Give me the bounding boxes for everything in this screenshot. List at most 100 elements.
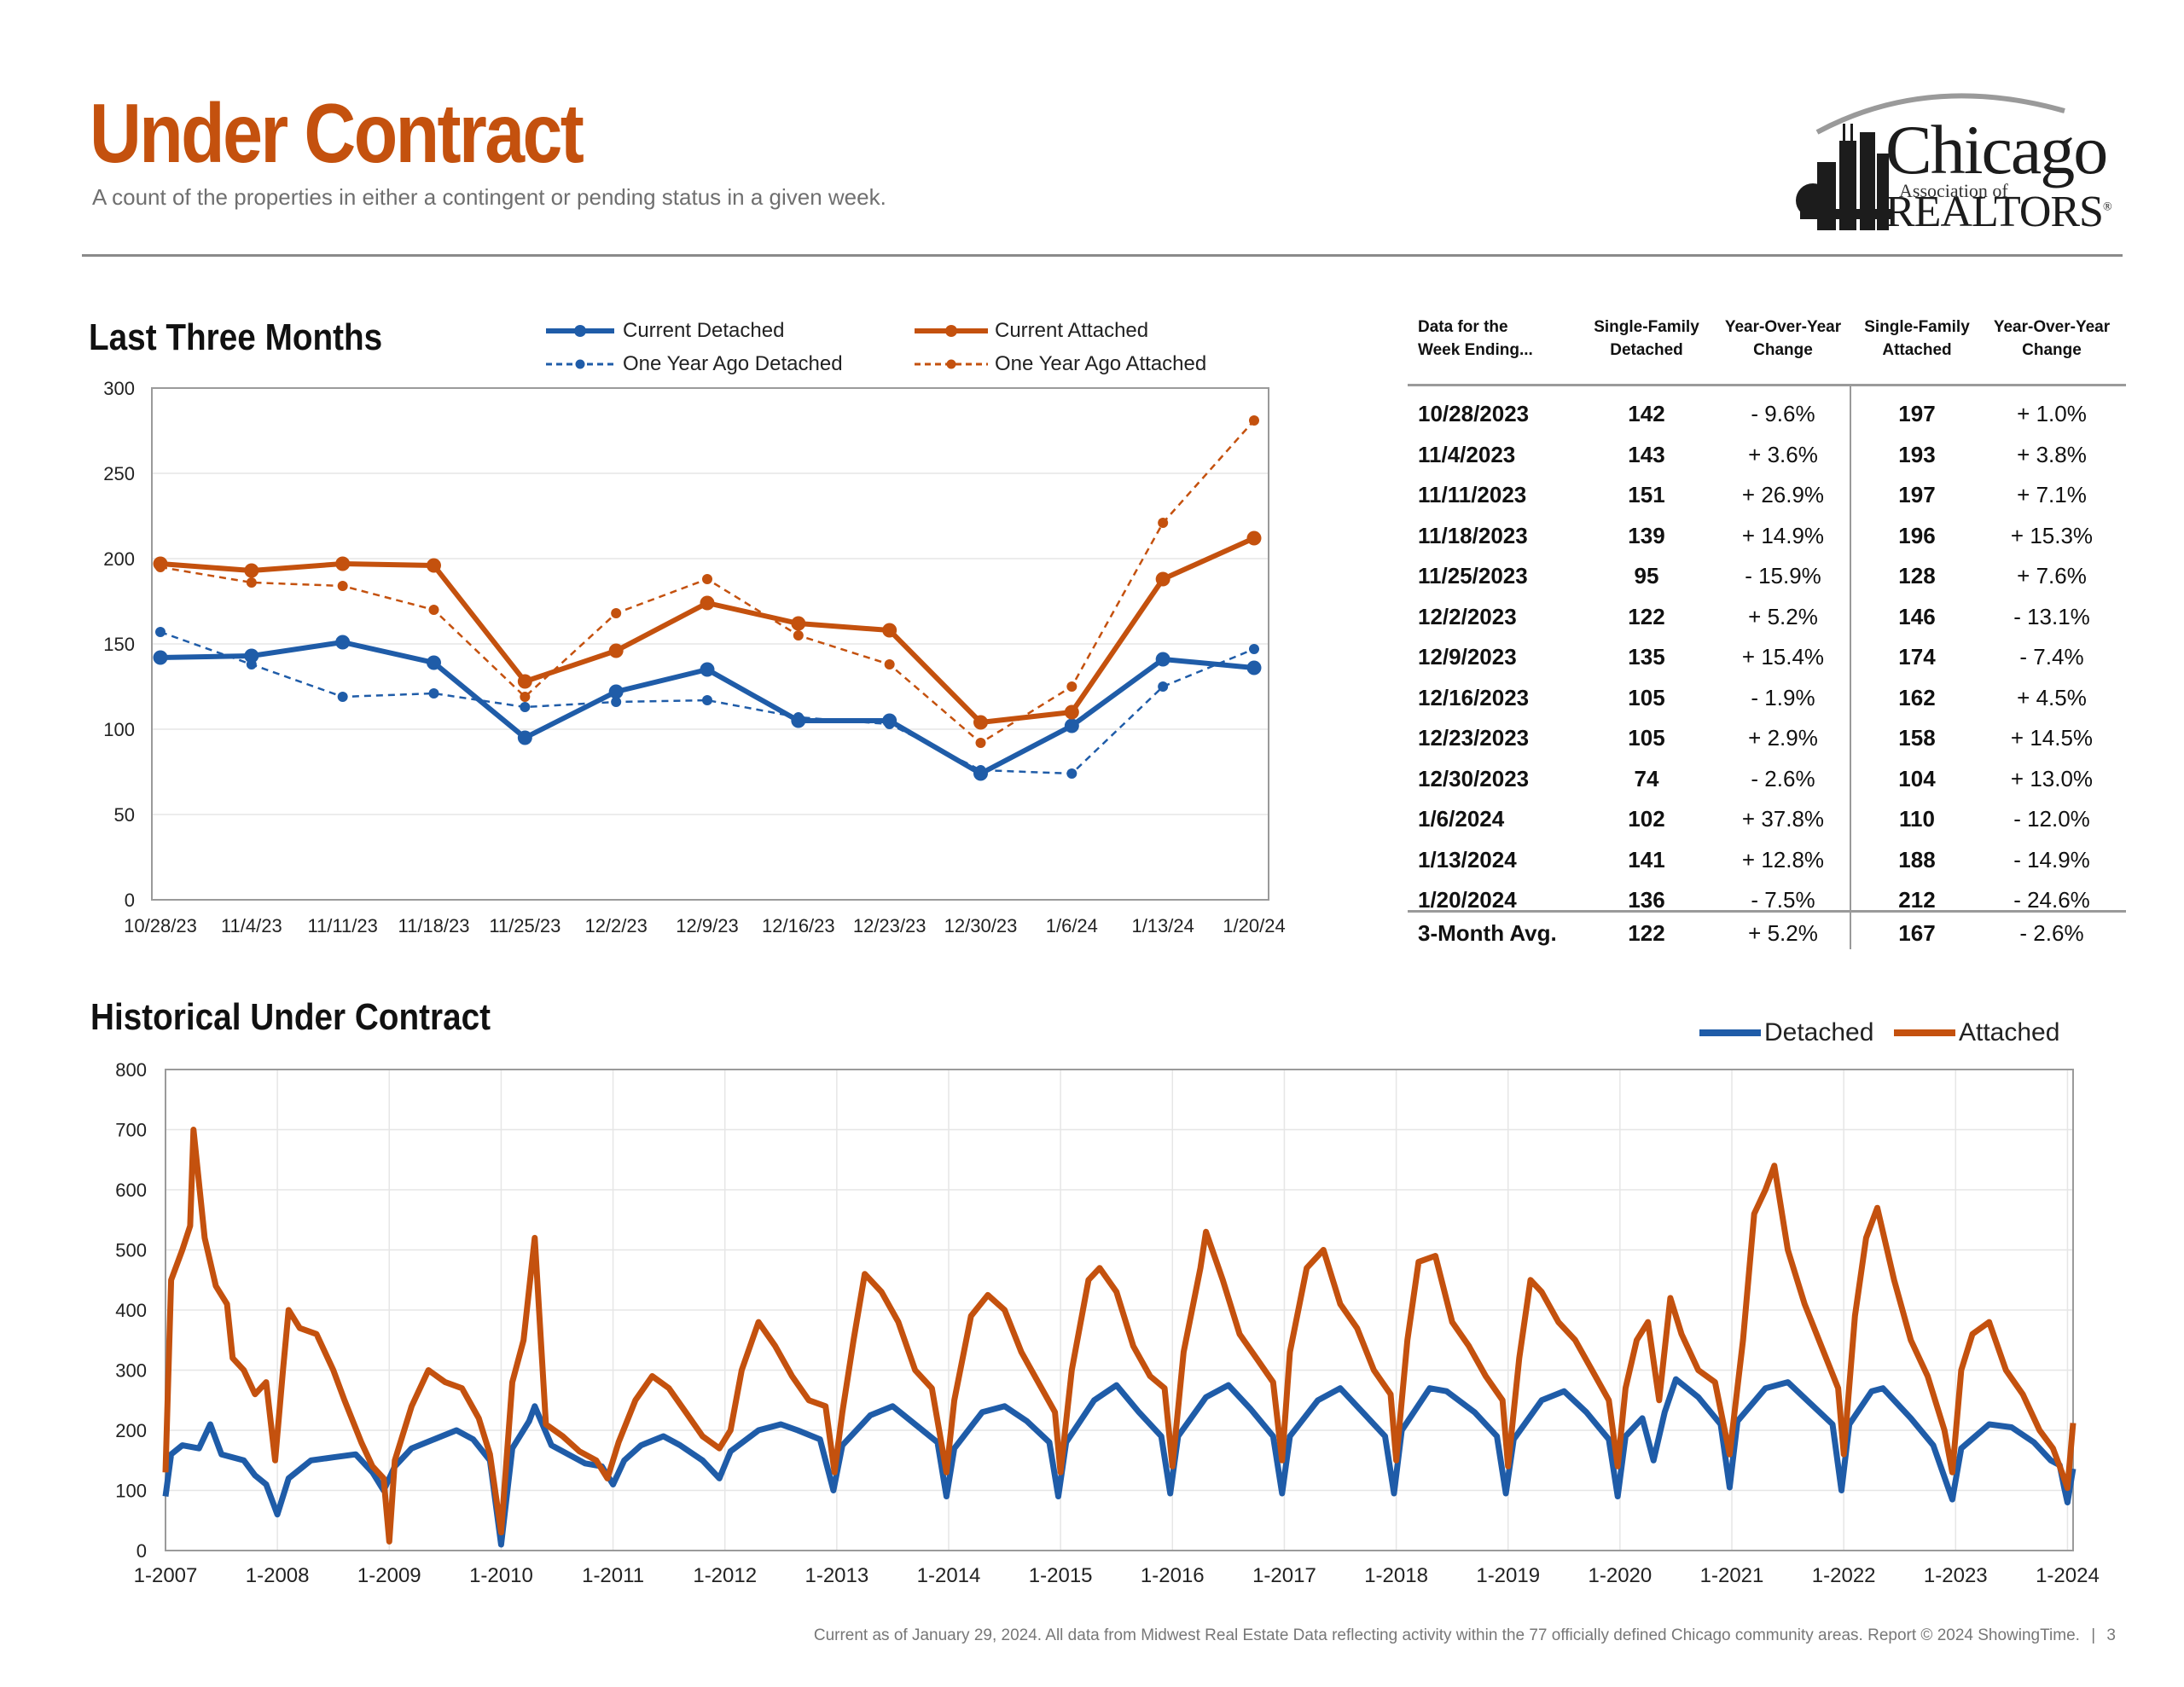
cell-yoy-attached: + 13.0% — [2010, 765, 2094, 791]
x-tick-label: 12/16/23 — [762, 915, 835, 936]
cell-sf-attached: 188 — [1898, 846, 1936, 872]
cell-sf-attached: 196 — [1898, 522, 1936, 548]
y-tick-label: 600 — [115, 1180, 147, 1201]
logo-text-realtors: REALTORS® — [1885, 188, 2112, 236]
x-tick-label: 1-2014 — [917, 1564, 981, 1587]
table-header-yoy-detached: Year-Over-Year Change — [1724, 318, 1842, 359]
cell-yoy-detached: - 1.9% — [1751, 684, 1815, 710]
cell-yoy-detached: + 14.9% — [1741, 522, 1825, 548]
data-point — [882, 623, 897, 638]
x-tick-label: 1-2018 — [1364, 1564, 1428, 1587]
data-point — [428, 605, 439, 615]
cell-sf-detached: 105 — [1628, 725, 1665, 751]
x-tick-label: 1-2009 — [357, 1564, 421, 1587]
data-point — [884, 659, 895, 670]
cell-date: 11/18/2023 — [1418, 522, 1528, 548]
table-header-sf-attached: Single-Family Attached — [1864, 318, 1970, 359]
cell-sf-attached: 110 — [1899, 806, 1935, 832]
x-tick-label: 1-2023 — [1924, 1564, 1988, 1587]
data-point — [155, 627, 166, 637]
cell-sf-detached: 151 — [1628, 482, 1665, 507]
cell-sf-attached: 158 — [1898, 725, 1936, 751]
cell-sf-detached: 135 — [1628, 644, 1665, 670]
data-point — [882, 713, 897, 728]
x-tick-label: 1-2020 — [1589, 1564, 1653, 1587]
x-tick-label: 12/30/23 — [944, 915, 1018, 936]
data-point — [702, 695, 712, 705]
data-point — [427, 655, 441, 670]
legend-swatch-current-detached — [546, 325, 614, 337]
data-point — [1249, 644, 1259, 654]
table-header-sf-detached: Single-Family Detached — [1594, 318, 1699, 359]
cell-yoy-detached: + 2.9% — [1748, 725, 1818, 751]
cell-sf-attached: 212 — [1898, 887, 1936, 913]
data-point — [611, 697, 622, 707]
cell-date: 1/13/2024 — [1418, 846, 1517, 872]
cell-yoy-detached: - 7.5% — [1751, 887, 1815, 913]
y-tick-label: 200 — [103, 548, 135, 570]
y-tick-label: 500 — [115, 1240, 147, 1261]
cell-yoy-attached: + 1.0% — [2017, 401, 2087, 426]
summary-detached: 122 — [1628, 920, 1665, 946]
data-point — [153, 650, 168, 665]
cell-yoy-attached: + 3.8% — [2017, 441, 2087, 467]
cell-yoy-attached: - 24.6% — [2013, 887, 2090, 913]
x-tick-label: 1-2013 — [804, 1564, 868, 1587]
data-point — [700, 662, 715, 677]
cell-yoy-detached: + 37.8% — [1741, 806, 1825, 832]
cell-sf-attached: 104 — [1898, 765, 1936, 791]
x-tick-label: 12/9/23 — [676, 915, 738, 936]
cell-sf-detached: 102 — [1628, 806, 1665, 832]
cell-sf-detached: 95 — [1634, 563, 1659, 588]
cell-sf-detached: 74 — [1634, 765, 1659, 791]
data-point — [520, 702, 531, 712]
x-tick-label: 1-2008 — [246, 1564, 310, 1587]
data-point — [1246, 660, 1262, 675]
legend-label-detached: Detached — [1764, 1018, 1874, 1046]
cell-date: 12/30/2023 — [1418, 765, 1530, 791]
cell-sf-attached: 193 — [1898, 441, 1936, 467]
plot-frame — [165, 1069, 2074, 1551]
x-tick-label: 1-2012 — [693, 1564, 757, 1587]
cell-yoy-detached: + 3.6% — [1748, 441, 1818, 467]
cell-yoy-attached: - 12.0% — [2013, 806, 2090, 832]
data-point — [700, 595, 715, 611]
x-tick-label: 11/11/23 — [307, 915, 377, 936]
legend-swatch-current-attached — [915, 325, 988, 337]
x-tick-label: 1-2022 — [1812, 1564, 1876, 1587]
cell-sf-detached: 122 — [1628, 603, 1665, 629]
cell-sf-attached: 146 — [1898, 603, 1936, 629]
cell-sf-detached: 136 — [1628, 887, 1665, 913]
data-point — [791, 713, 806, 728]
legend-label-attached: Attached — [1959, 1018, 2060, 1046]
chicago-realtors-logo: Chicago Association of REALTORS® — [1783, 81, 2124, 243]
cell-yoy-detached: + 12.8% — [1741, 846, 1825, 872]
data-point — [335, 556, 351, 571]
skyline-logo-icon — [1796, 93, 2065, 230]
legend-label-year-ago-attached: One Year Ago Attached — [995, 352, 1207, 375]
cell-yoy-attached: - 13.1% — [2013, 603, 2090, 629]
data-point — [793, 630, 804, 641]
y-tick-label: 300 — [103, 378, 135, 399]
cell-sf-attached: 128 — [1898, 563, 1936, 588]
cell-sf-attached: 197 — [1898, 401, 1936, 426]
cell-yoy-detached: + 15.4% — [1741, 644, 1825, 670]
section-title-historical: Historical Under Contract — [90, 996, 491, 1038]
data-point — [520, 692, 531, 702]
page-subtitle: A count of the properties in either a co… — [92, 184, 886, 210]
data-point — [337, 581, 348, 591]
table-summary-rule — [1408, 910, 2126, 913]
cell-sf-attached: 197 — [1898, 482, 1936, 507]
y-tick-label: 700 — [115, 1120, 147, 1141]
legend-swatch-year-ago-detached — [546, 359, 614, 369]
cell-sf-detached: 143 — [1628, 441, 1665, 467]
cell-yoy-attached: + 7.6% — [2017, 563, 2087, 588]
page-title: Under Contract — [90, 86, 584, 180]
data-point — [702, 574, 712, 584]
cell-sf-attached: 162 — [1898, 684, 1936, 710]
data-point — [335, 635, 351, 650]
cell-yoy-detached: - 15.9% — [1745, 563, 1821, 588]
y-tick-label: 100 — [115, 1481, 147, 1502]
